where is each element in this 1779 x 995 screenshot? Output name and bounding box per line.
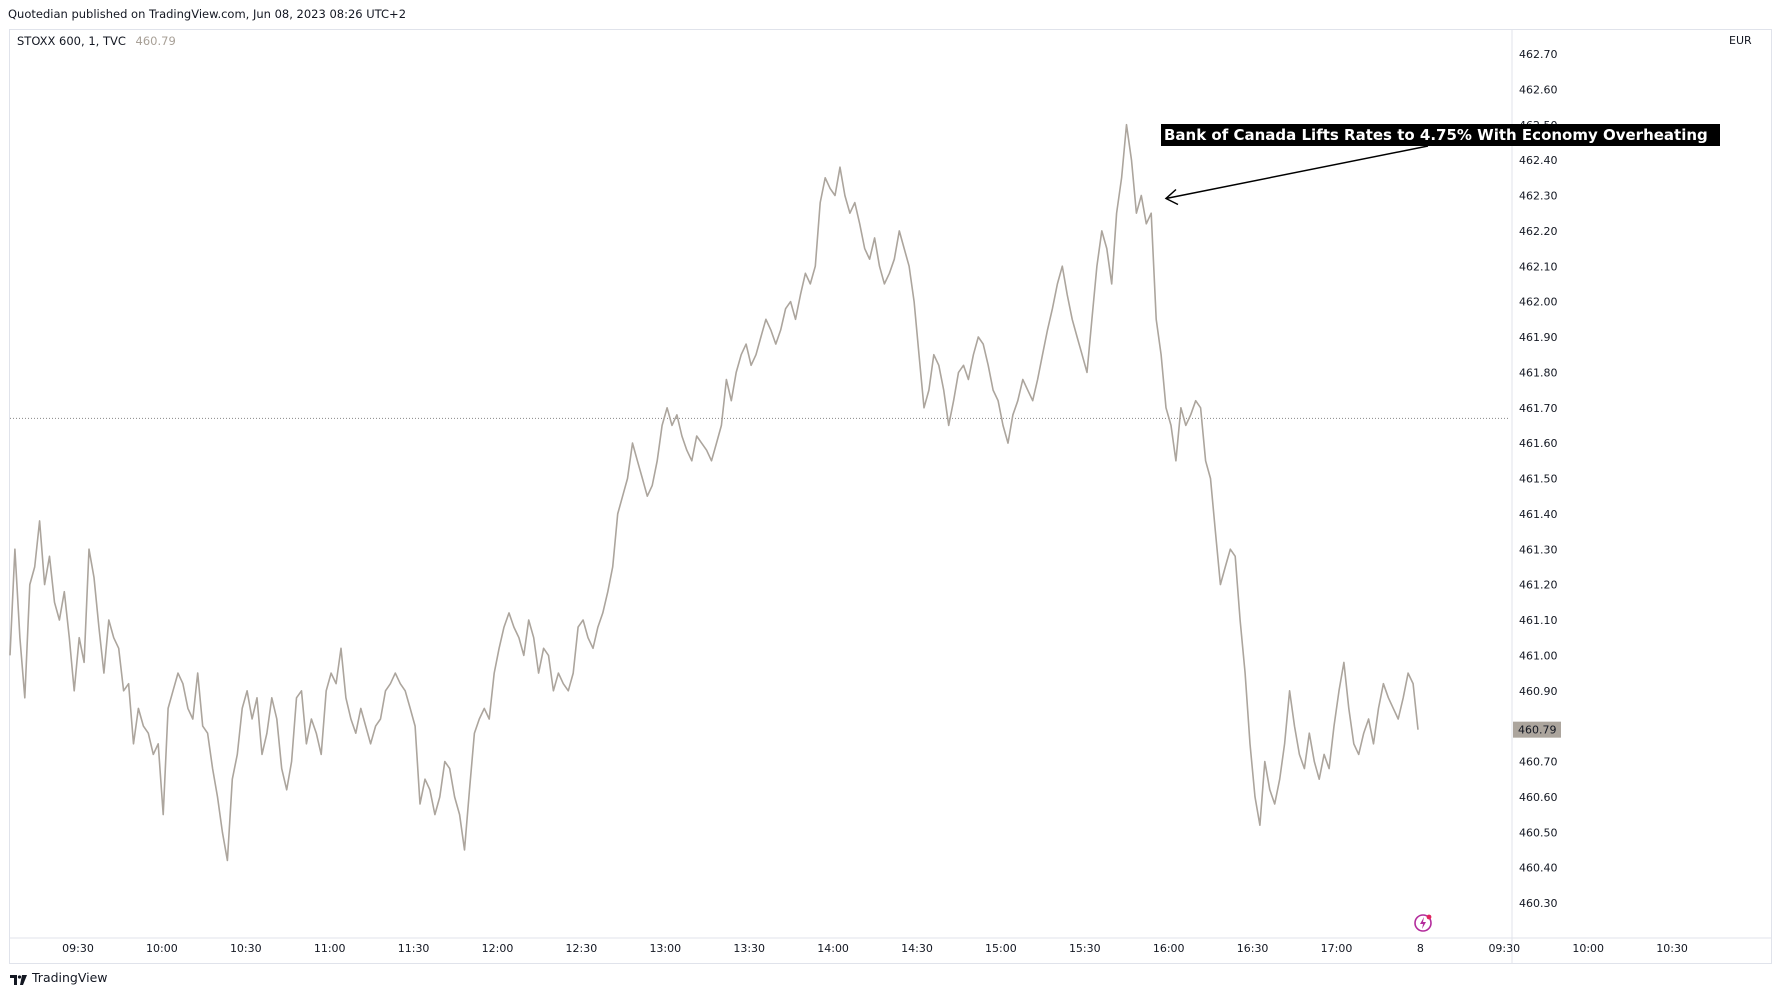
publisher-caption: Quotedian published on TradingView.com, …: [8, 7, 407, 21]
chart-pane[interactable]: [9, 29, 1772, 964]
y-tick-label: 461.90: [1519, 331, 1558, 344]
y-tick-label: 462.10: [1519, 260, 1558, 273]
y-tick-label: 461.60: [1519, 437, 1558, 450]
x-tick-label: 09:30: [62, 942, 94, 955]
lightning-bolt-icon[interactable]: [1413, 913, 1433, 933]
y-tick-label: 461.80: [1519, 366, 1558, 379]
series-line-stoxx600: [9, 123, 1419, 862]
y-tick-label: 461.40: [1519, 508, 1558, 521]
x-tick-label: 09:30: [1488, 942, 1520, 955]
y-tick-label: 462.60: [1519, 83, 1558, 96]
annotation-text: Bank of Canada Lifts Rates to 4.75% With…: [1164, 126, 1708, 144]
y-tick-label: 462.70: [1519, 48, 1558, 61]
tradingview-logo-icon: [10, 973, 28, 985]
x-tick-label: 11:00: [314, 942, 346, 955]
symbol-legend[interactable]: STOXX 600, 1, TVC 460.79: [17, 34, 176, 48]
x-tick-label: 11:30: [398, 942, 430, 955]
x-axis[interactable]: 09:30 10:00 10:30 11:00 11:30 12:00 12:30 13:00…: [62, 942, 1688, 955]
y-tick-label: 460.30: [1519, 897, 1558, 910]
y-tick-label: 462.30: [1519, 190, 1558, 203]
x-tick-label: 14:30: [901, 942, 933, 955]
x-tick-label: 16:30: [1237, 942, 1269, 955]
y-tick-label: 460.40: [1519, 862, 1558, 875]
x-tick-label: 15:30: [1069, 942, 1101, 955]
symbol-last-value: 460.79: [135, 34, 176, 48]
y-tick-label: 462.40: [1519, 154, 1558, 167]
y-tick-label: 460.90: [1519, 685, 1558, 698]
last-price-tag: 460.79: [1513, 721, 1561, 738]
y-tick-label: 461.00: [1519, 649, 1558, 662]
x-tick-label: 10:30: [1656, 942, 1688, 955]
y-tick-label: 461.20: [1519, 579, 1558, 592]
y-tick-label: 462.20: [1519, 225, 1558, 238]
x-tick-label: 13:00: [649, 942, 681, 955]
x-tick-label: 12:30: [566, 942, 598, 955]
annotation-arrow: [1165, 145, 1429, 200]
x-tick-label: 12:00: [482, 942, 514, 955]
x-tick-label: 15:00: [985, 942, 1017, 955]
y-tick-label: 461.30: [1519, 543, 1558, 556]
x-tick-label: 17:00: [1321, 942, 1353, 955]
y-tick-label: 461.50: [1519, 473, 1558, 486]
x-tick-label: 10:30: [230, 942, 262, 955]
y-tick-label: 460.50: [1519, 826, 1558, 839]
x-tick-label: 10:00: [1572, 942, 1604, 955]
currency-label: EUR: [1729, 34, 1752, 47]
annotation-arrowhead: [1164, 188, 1179, 206]
x-tick-label: 16:00: [1153, 942, 1185, 955]
x-tick-label: 14:00: [817, 942, 849, 955]
news-annotation[interactable]: Bank of Canada Lifts Rates to 4.75% With…: [1161, 124, 1720, 206]
last-price-label: 460.79: [1518, 724, 1557, 737]
symbol-name: STOXX 600, 1, TVC: [17, 34, 126, 48]
y-tick-label: 460.60: [1519, 791, 1558, 804]
y-tick-label: 461.10: [1519, 614, 1558, 627]
x-tick-label: 8: [1417, 942, 1424, 955]
y-tick-label: 461.70: [1519, 402, 1558, 415]
x-tick-label: 10:00: [146, 942, 178, 955]
footer-brand[interactable]: TradingView: [10, 970, 108, 985]
y-tick-label: 462.00: [1519, 296, 1558, 309]
footer-brand-text: TradingView: [32, 970, 108, 985]
x-tick-label: 13:30: [733, 942, 765, 955]
y-axis[interactable]: 462.70462.60462.50462.40462.30462.20462.…: [1519, 48, 1558, 910]
y-tick-label: 460.70: [1519, 756, 1558, 769]
